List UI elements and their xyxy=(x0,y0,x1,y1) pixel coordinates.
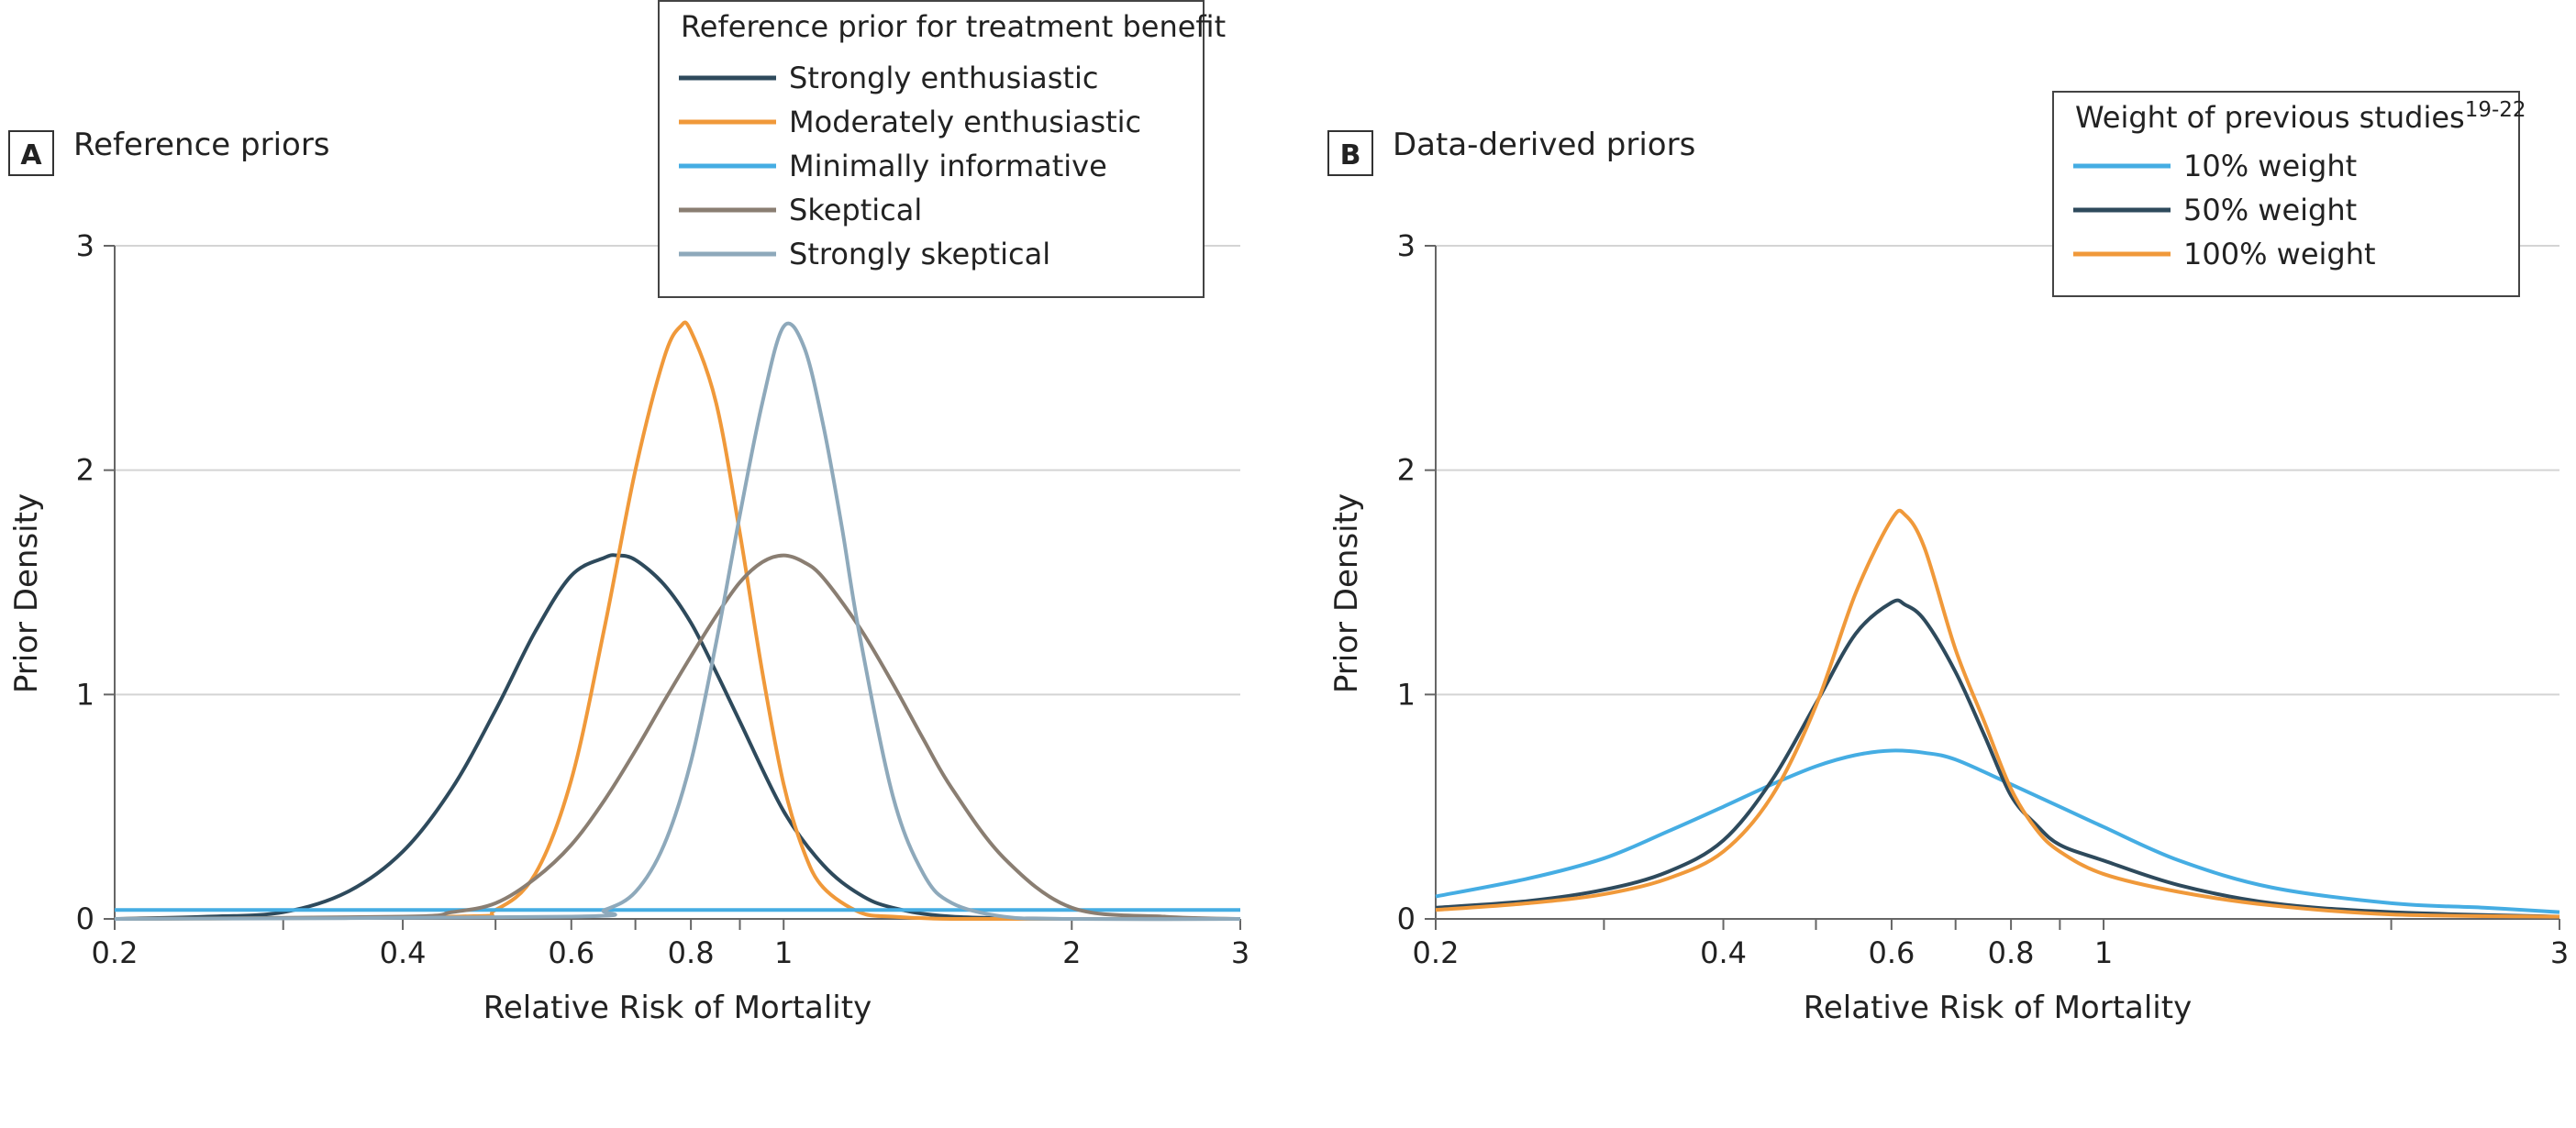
x-tick-label: 1 xyxy=(774,935,793,970)
legend-title: Reference prior for treatment benefit xyxy=(681,9,1226,44)
legend-title-superscript: 19-22 xyxy=(2465,98,2526,122)
legend-title: Weight of previous studies19-22 xyxy=(2075,98,2526,135)
legend-label-strongly-skeptical: Strongly skeptical xyxy=(789,237,1050,271)
legend-label-10-weight: 10% weight xyxy=(2183,149,2357,183)
legend-label-minimally-informative: Minimally informative xyxy=(789,149,1107,183)
x-tick-label: 0.4 xyxy=(1700,935,1747,970)
x-tick-label: 0.2 xyxy=(1413,935,1460,970)
panel-letter: A xyxy=(20,139,42,171)
x-tick-label: 0.6 xyxy=(1869,935,1915,970)
legend-label-moderately-enthusiastic: Moderately enthusiastic xyxy=(789,105,1141,139)
x-tick-label: 3 xyxy=(1231,935,1249,970)
y-axis-label: Prior Density xyxy=(8,493,45,693)
x-tick-label: 0.2 xyxy=(92,935,139,970)
series-line-10-weight xyxy=(1435,748,2560,914)
series-line-moderately-enthusiastic xyxy=(114,320,1240,922)
series-line-strongly-skeptical xyxy=(114,321,1241,922)
series-line-skeptical xyxy=(114,553,1241,921)
y-tick-label: 1 xyxy=(1397,677,1416,712)
y-tick-label: 1 xyxy=(76,677,94,712)
legend-box xyxy=(2052,91,2520,297)
x-tick-label: 3 xyxy=(2550,935,2569,970)
x-tick-label: 0.4 xyxy=(380,935,427,970)
panel-letter: B xyxy=(1340,139,1361,171)
series-line-50-weight xyxy=(1435,598,2560,919)
y-tick-label: 0 xyxy=(1397,901,1416,936)
x-tick-label: 1 xyxy=(2094,935,2113,970)
y-tick-label: 3 xyxy=(1397,228,1416,263)
panel-title: Reference priors xyxy=(73,127,330,163)
series-line-100-weight xyxy=(1435,508,2560,919)
y-tick-label: 3 xyxy=(76,228,94,263)
x-tick-label: 0.8 xyxy=(668,935,715,970)
x-tick-label: 0.6 xyxy=(548,935,594,970)
x-axis-label: Relative Risk of Mortality xyxy=(483,990,872,1026)
legend-label-50-weight: 50% weight xyxy=(2183,193,2357,227)
legend-box xyxy=(658,0,1205,298)
panel-b-data-derived-priors: B Data-derived priors 0 1 2 3 0.2 0.4 0.6 0.8 1 3 Re… xyxy=(1327,91,2569,1026)
panel-letter-box xyxy=(1327,130,1373,176)
panel-letter-box xyxy=(8,130,54,176)
legend-label-100-weight: 100% weight xyxy=(2183,237,2376,271)
x-tick-label: 2 xyxy=(1062,935,1081,970)
y-tick-label: 2 xyxy=(76,453,94,488)
y-tick-label: 2 xyxy=(1397,453,1416,488)
x-tick-label: 0.8 xyxy=(1988,935,2035,970)
x-axis-label: Relative Risk of Mortality xyxy=(1804,990,2192,1026)
y-axis-label: Prior Density xyxy=(1328,493,1365,693)
panel-a-reference-priors: A Reference priors 0 1 2 3 0.2 0.4 0.6 0.8 1 2 3 Rela… xyxy=(8,0,1249,1026)
legend-label-skeptical: Skeptical xyxy=(789,193,922,227)
legend-label-strongly-enthusiastic: Strongly enthusiastic xyxy=(789,61,1098,95)
y-tick-label: 0 xyxy=(76,901,94,936)
panel-title: Data-derived priors xyxy=(1393,127,1695,163)
series-line-strongly-enthusiastic xyxy=(114,553,1241,922)
